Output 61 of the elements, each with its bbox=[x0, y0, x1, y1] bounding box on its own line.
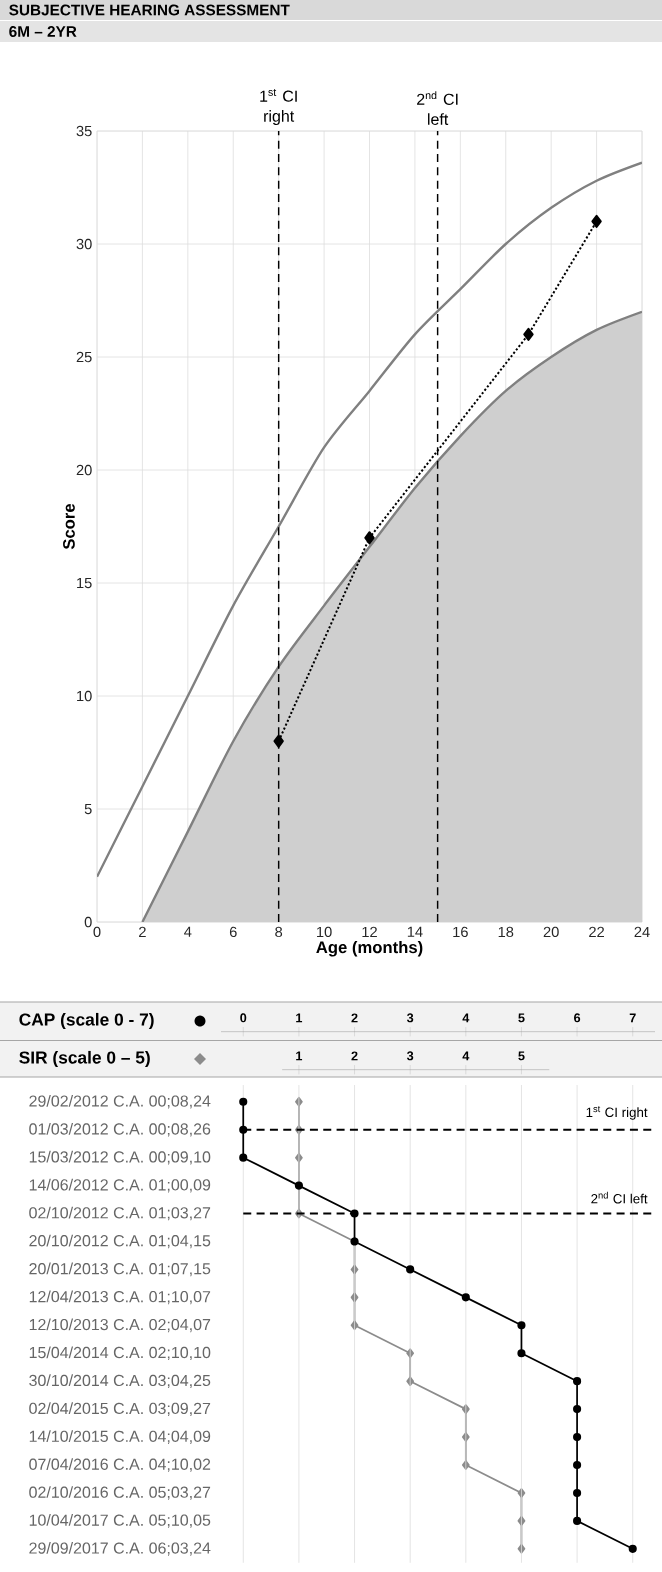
y-tick-label: 30 bbox=[76, 238, 92, 250]
chart-title: SUBJECTIVE HEARING ASSESSMENT bbox=[9, 4, 290, 16]
x-tick-label: 7 bbox=[629, 1013, 636, 1023]
y-tick-label: 14/10/2015 C.A. 04;04,09 bbox=[29, 1430, 211, 1444]
x-tick-label: 0 bbox=[93, 926, 101, 938]
x-tick-label: 1 bbox=[296, 1013, 303, 1023]
y-tick-label: 10 bbox=[77, 690, 92, 702]
y-tick-label: 15 bbox=[77, 577, 92, 589]
x-tick-label: 24 bbox=[634, 926, 650, 937]
chart-subtitle: 6M – 2YR bbox=[9, 26, 77, 37]
x-axis-title: Age (months) bbox=[316, 940, 423, 957]
y-axis-title: Score bbox=[63, 503, 75, 550]
x-tick-label: 20 bbox=[543, 926, 559, 938]
y-tick-label: 02/04/2015 C.A. 03;09,27 bbox=[29, 1402, 211, 1416]
y-tick-label: 12/10/2013 C.A. 02;04,07 bbox=[29, 1318, 211, 1333]
x2-tick-label: 5 bbox=[518, 1051, 525, 1061]
y-tick-label: 07/04/2016 C.A. 04;10,02 bbox=[29, 1458, 211, 1472]
x2-tick-label: 4 bbox=[462, 1051, 470, 1061]
x-tick-label: 16 bbox=[453, 926, 468, 938]
x-tick-label: 3 bbox=[406, 1013, 414, 1023]
x-tick-label: 6 bbox=[574, 1013, 581, 1023]
y-tick-label: 02/10/2012 C.A. 01;03,27 bbox=[29, 1206, 211, 1221]
y-tick-label: 02/10/2016 C.A. 05;03,27 bbox=[29, 1486, 211, 1500]
x-tick-label: 5 bbox=[518, 1013, 525, 1023]
x-tick-label: 2 bbox=[351, 1013, 358, 1023]
x2-tick-label: 2 bbox=[351, 1051, 358, 1061]
x-tick-label: 22 bbox=[589, 926, 605, 937]
x-axis-title: CAP (scale 0 - 7) bbox=[19, 1012, 154, 1030]
y-tick-label: 10/04/2017 C.A. 05;10,05 bbox=[29, 1514, 211, 1528]
y-tick-label: 25 bbox=[76, 351, 92, 363]
x-tick-label: 4 bbox=[462, 1013, 470, 1023]
x-tick-label: 14 bbox=[407, 926, 423, 937]
x-tick-label: 0 bbox=[240, 1013, 247, 1023]
y-tick-label: 15/03/2012 C.A. 00;09,10 bbox=[29, 1150, 211, 1165]
x2-tick-label: 3 bbox=[406, 1051, 414, 1061]
ref-line-label: 1$^{st}$ CI right bbox=[260, 88, 297, 125]
x-tick-label: 6 bbox=[229, 926, 237, 938]
y-tick-label: 29/02/2012 C.A. 00;08,24 bbox=[29, 1094, 211, 1109]
y-tick-label: 30/10/2014 C.A. 03;04,25 bbox=[29, 1374, 211, 1389]
y-tick-label: 0 bbox=[84, 916, 92, 928]
y-tick-label: 14/06/2012 C.A. 01;00,09 bbox=[29, 1178, 211, 1193]
y-tick-label: 29/09/2017 C.A. 06;03,24 bbox=[29, 1542, 211, 1556]
x2-axis-title: SIR (scale 0 – 5) bbox=[19, 1050, 150, 1068]
y-tick-label: 5 bbox=[84, 803, 92, 815]
ref-line-label: 2$^{nd}$ CI left bbox=[417, 91, 458, 125]
x-tick-label: 10 bbox=[317, 926, 332, 938]
x-tick-label: 2 bbox=[139, 926, 146, 937]
y-tick-label: 20/10/2012 C.A. 01;04,15 bbox=[29, 1234, 211, 1249]
ref-line-label: 2$^{nd}$ CI left bbox=[591, 1191, 648, 1204]
y-tick-label: 15/04/2014 C.A. 02;10,10 bbox=[29, 1346, 211, 1361]
y-tick-label: 12/04/2013 C.A. 01;10,07 bbox=[29, 1290, 211, 1305]
x2-tick-label: 1 bbox=[296, 1051, 303, 1061]
y-tick-label: 20 bbox=[76, 464, 92, 476]
x-tick-label: 8 bbox=[275, 926, 283, 938]
y-tick-label: 20/01/2013 C.A. 01;07,15 bbox=[29, 1262, 211, 1277]
y-tick-label: 35 bbox=[76, 125, 92, 137]
y-tick-label: 01/03/2012 C.A. 00;08,26 bbox=[29, 1122, 211, 1137]
ref-line-label: 1$^{st}$ CI right bbox=[586, 1106, 648, 1120]
x-tick-label: 4 bbox=[184, 926, 192, 937]
x-tick-label: 18 bbox=[498, 926, 514, 938]
x-tick-label: 12 bbox=[362, 926, 377, 937]
